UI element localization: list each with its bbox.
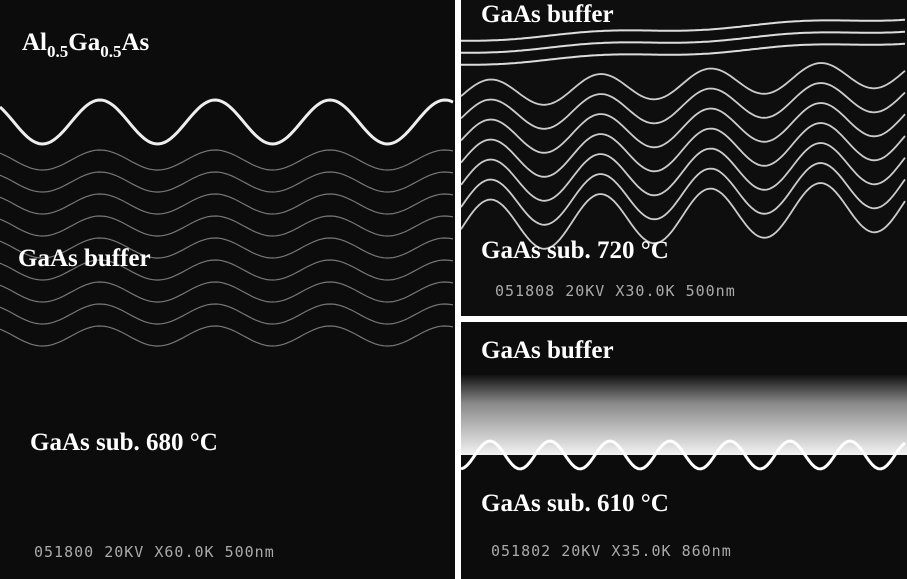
- panel-c-top-label: GaAs buffer: [481, 337, 614, 364]
- panel-c-scale: 051802 20KV X35.0K 860nm: [491, 542, 732, 560]
- panel-c-bottom-label: GaAs sub. 610 °C: [481, 490, 669, 517]
- panel-c-surface: [461, 375, 907, 455]
- panel-a-scale: 051800 20KV X60.0K 500nm: [34, 543, 275, 561]
- panel-b-scale: 051808 20KV X30.0K 500nm: [495, 282, 736, 300]
- panel-a: [0, 0, 455, 579]
- panel-a-bottom-label: GaAs sub. 680 °C: [30, 429, 218, 456]
- panel-b-top-label: GaAs buffer: [481, 1, 614, 28]
- panel-b: [461, 0, 907, 316]
- panel-a-mid-label: GaAs buffer: [18, 245, 151, 272]
- figure: Al0.5Ga0.5As GaAs buffer GaAs sub. 680 °…: [0, 0, 907, 579]
- panel-b-bottom-label: GaAs sub. 720 °C: [481, 237, 669, 264]
